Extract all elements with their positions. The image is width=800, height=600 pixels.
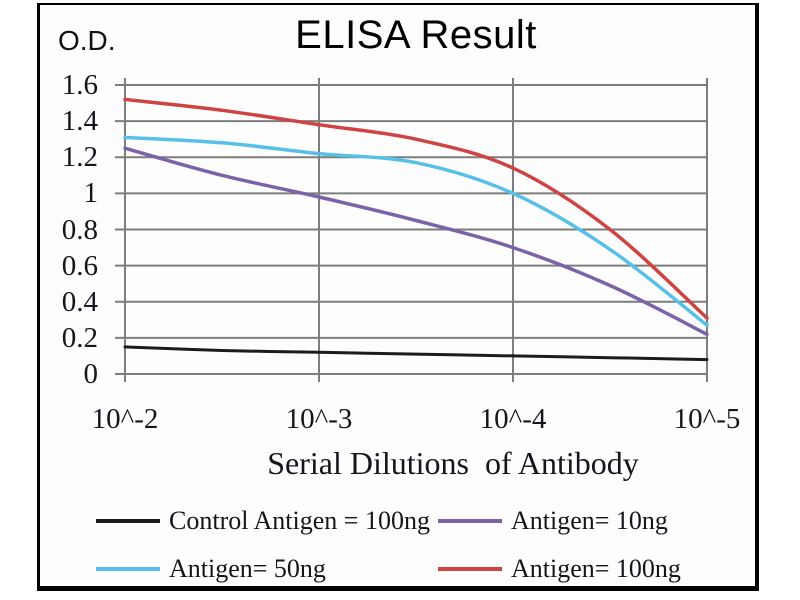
series-line-antigen-100ng (123, 97, 709, 320)
y-tick-label: 0 (83, 358, 99, 390)
legend-label: Antigen= 100ng (511, 554, 681, 583)
x-tick-label: 10^-5 (673, 403, 741, 435)
legend-label: Antigen= 10ng (511, 506, 668, 535)
legend-item-control-antigen-100ng: Control Antigen = 100ng (96, 503, 430, 539)
x-tick-label: 10^-2 (91, 403, 159, 435)
legend-line-icon (96, 519, 160, 523)
series-line-antigen-10ng (123, 146, 709, 337)
series-lines (123, 97, 709, 362)
y-tick-label: 0.4 (61, 285, 98, 318)
x-tick-label: 10^-4 (479, 403, 547, 435)
series-line-antigen-50ng (123, 135, 709, 327)
legend-item-antigen-50ng: Antigen= 50ng (96, 551, 326, 587)
y-tick-label: 1.6 (61, 69, 98, 101)
x-tick-label: 10^-3 (285, 403, 353, 435)
y-tick-label: 0.6 (61, 249, 98, 282)
legend-line-icon (438, 519, 502, 523)
y-tick-label: 1 (83, 177, 99, 210)
legend-line-icon (96, 567, 160, 571)
legend-item-antigen-10ng: Antigen= 10ng (438, 503, 668, 539)
legend-item-antigen-100ng: Antigen= 100ng (438, 551, 681, 587)
legend-label: Control Antigen = 100ng (169, 506, 430, 535)
x-axis-title: Serial Dilutions of Antibody (267, 445, 639, 481)
gridlines (115, 78, 708, 382)
y-tick-label: 0.8 (61, 213, 98, 246)
legend-line-icon (438, 567, 502, 571)
chart-panel: ELISA Result O.D. 1.6 1.4 1.2 1 0.8 0.6 0.4 0.2… (37, 3, 759, 591)
y-axis-unit-label: O.D. (58, 25, 116, 56)
y-tick-label: 0.2 (61, 321, 98, 354)
series-line-control-antigen-100ng (123, 345, 709, 362)
legend-label: Antigen= 50ng (169, 554, 326, 583)
y-tick-label: 1.4 (61, 105, 98, 138)
y-tick-label: 1.2 (61, 141, 98, 174)
chart-title: ELISA Result (295, 13, 537, 57)
plot-area (115, 78, 709, 382)
